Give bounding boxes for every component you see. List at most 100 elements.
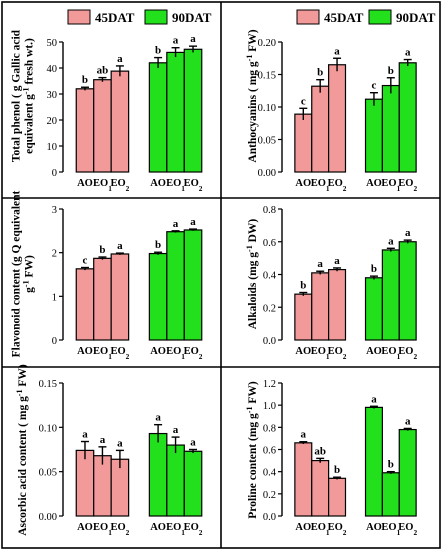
significance-letter: a xyxy=(100,434,106,446)
x-tick-label: EO2 xyxy=(184,346,203,361)
bar-45dat xyxy=(328,64,347,173)
y-tick-label: 0.2 xyxy=(263,490,276,501)
bar-45dat xyxy=(93,79,112,173)
bar-90dat xyxy=(148,432,168,517)
significance-letter: b xyxy=(155,239,161,251)
y-tick-label: 0.6 xyxy=(263,446,276,457)
legend-swatch-90dat xyxy=(368,9,392,25)
significance-letter: b xyxy=(300,280,306,292)
bar-90dat xyxy=(148,62,168,173)
bar-90dat xyxy=(183,450,203,517)
y-tick-label: 0.15 xyxy=(258,71,276,82)
y-axis-title-line: Alkaloids (mg g-1 DW) xyxy=(245,219,260,330)
chart-panel-1: 0 10 20 30 40 50 Total phenol ( g Gallic acid e… xyxy=(11,29,203,192)
bar-45dat xyxy=(110,253,130,341)
y-axis-title: Alkaloids (mg g-1 DW) xyxy=(245,219,260,330)
x-tick-label: EO1 xyxy=(166,522,185,537)
x-tick-label: AO xyxy=(150,178,166,189)
y-tick-label: 1.2 xyxy=(263,379,276,390)
legend-swatch-45dat xyxy=(67,9,91,25)
significance-letter: a xyxy=(405,47,411,59)
bar-90dat xyxy=(398,62,417,173)
legend-swatch-90dat xyxy=(144,9,168,25)
significance-letter: c xyxy=(83,255,88,267)
significance-letter: a xyxy=(173,218,179,230)
bar-90dat xyxy=(398,241,417,341)
bar-90dat xyxy=(166,444,185,517)
bar-45dat xyxy=(75,449,95,517)
y-tick-label: 0.00 xyxy=(258,168,276,179)
significance-letter: b xyxy=(155,45,161,57)
y-tick-label: 0.10 xyxy=(39,423,57,434)
bar-45dat xyxy=(328,477,347,517)
significance-letter: ab xyxy=(97,65,109,77)
x-tick-label: EO1 xyxy=(381,522,400,537)
x-tick-label: AO xyxy=(150,522,166,533)
bar-90dat xyxy=(166,51,185,173)
y-tick-label: 20 xyxy=(47,116,58,127)
chart-panel-3: 0 1 2 3 Flavonoid content (g Q equivalent g-1… xyxy=(11,190,203,360)
x-tick-label: EO1 xyxy=(311,178,330,193)
x-tick-label: EO1 xyxy=(166,346,185,361)
significance-letter: a xyxy=(82,429,88,441)
significance-letter: a xyxy=(173,424,179,436)
x-tick-label: EO2 xyxy=(110,178,129,193)
significance-letter: b xyxy=(334,464,340,476)
y-axis-title: Flavonoid content (g Q equivalent g-1 FW) xyxy=(11,190,36,357)
y-tick-label: 2 xyxy=(52,249,57,260)
y-tick-label: 0.05 xyxy=(39,468,57,479)
bar-45dat xyxy=(93,455,112,517)
bar-45dat xyxy=(311,459,330,517)
bar-90dat xyxy=(364,277,383,341)
y-tick-label: 3 xyxy=(52,205,57,216)
y-tick-label: 0.00 xyxy=(39,512,57,523)
bar-90dat xyxy=(183,229,203,341)
x-tick-label: EO2 xyxy=(328,522,347,537)
x-tick-label: EO2 xyxy=(184,522,203,537)
y-tick-label: 1 xyxy=(52,292,57,303)
bar-45dat xyxy=(75,88,95,173)
significance-letter: a xyxy=(117,437,123,449)
y-axis-title-line: equivalent g-1 fresh wt.) xyxy=(21,38,36,154)
x-tick-label: AO xyxy=(150,346,166,357)
legend: 45DAT 90DAT xyxy=(296,9,436,25)
x-tick-label: AO xyxy=(366,522,382,533)
bar-90dat xyxy=(381,472,400,517)
significance-letter: a xyxy=(405,415,411,427)
bar-45dat xyxy=(93,257,112,341)
y-axis-title-line: Proline content (mg g-1 FW) xyxy=(245,381,260,519)
x-tick-label: AO xyxy=(77,178,93,189)
y-tick-label: 0.8 xyxy=(263,205,276,216)
x-tick-label: EO2 xyxy=(328,346,347,361)
y-tick-label: 1.0 xyxy=(263,401,276,412)
significance-letter: a xyxy=(190,216,196,228)
bar-90dat xyxy=(381,84,400,173)
y-tick-label: 0.4 xyxy=(263,271,277,282)
y-tick-label: 0.10 xyxy=(258,103,276,114)
significance-letter: b xyxy=(317,67,323,79)
significance-letter: ab xyxy=(314,445,326,457)
significance-letter: a xyxy=(301,429,307,441)
y-axis-title: Total phenol ( g Gallic acid equivalent g… xyxy=(11,29,36,162)
x-tick-label: EO1 xyxy=(93,522,112,537)
legend-label-45dat: 45DAT xyxy=(95,10,135,25)
significance-letter: a xyxy=(405,227,411,239)
significance-letter: c xyxy=(372,80,377,92)
bar-90dat xyxy=(364,98,383,173)
x-tick-label: AO xyxy=(295,346,311,357)
bar-90dat xyxy=(166,231,185,341)
x-tick-label: AO xyxy=(77,346,93,357)
y-tick-label: 10 xyxy=(47,142,58,153)
legend-label-90dat: 90DAT xyxy=(172,10,212,25)
x-tick-label: EO2 xyxy=(398,522,417,537)
significance-letter: b xyxy=(82,74,88,86)
x-tick-label: EO1 xyxy=(311,346,330,361)
x-tick-label: AO xyxy=(295,178,311,189)
x-tick-label: EO1 xyxy=(311,522,330,537)
significance-letter: a xyxy=(371,393,377,405)
significance-letter: a xyxy=(117,240,123,252)
y-axis-title-line: Ascorbic acid content ( mg g-1 FW) xyxy=(15,364,30,536)
